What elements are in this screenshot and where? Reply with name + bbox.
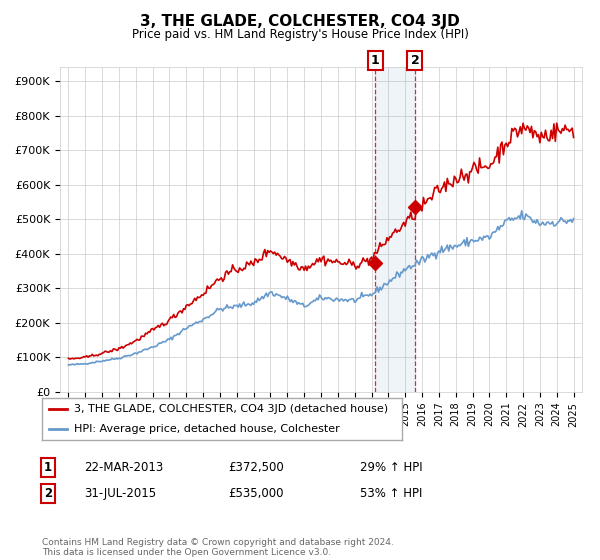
Text: £372,500: £372,500 [228,461,284,474]
Text: 3, THE GLADE, COLCHESTER, CO4 3JD: 3, THE GLADE, COLCHESTER, CO4 3JD [140,14,460,29]
Text: 22-MAR-2013: 22-MAR-2013 [84,461,163,474]
Text: 53% ↑ HPI: 53% ↑ HPI [360,487,422,501]
Text: HPI: Average price, detached house, Colchester: HPI: Average price, detached house, Colc… [74,424,340,434]
Text: 1: 1 [371,54,380,67]
Text: 2: 2 [410,54,419,67]
Text: Contains HM Land Registry data © Crown copyright and database right 2024.
This d: Contains HM Land Registry data © Crown c… [42,538,394,557]
Text: £535,000: £535,000 [228,487,284,501]
Bar [375,67,415,392]
Text: 2: 2 [44,487,52,501]
Text: 31-JUL-2015: 31-JUL-2015 [84,487,156,501]
Text: Price paid vs. HM Land Registry's House Price Index (HPI): Price paid vs. HM Land Registry's House … [131,28,469,41]
Text: 1: 1 [44,461,52,474]
Text: 3, THE GLADE, COLCHESTER, CO4 3JD (detached house): 3, THE GLADE, COLCHESTER, CO4 3JD (detac… [74,404,389,414]
Text: 29% ↑ HPI: 29% ↑ HPI [360,461,422,474]
